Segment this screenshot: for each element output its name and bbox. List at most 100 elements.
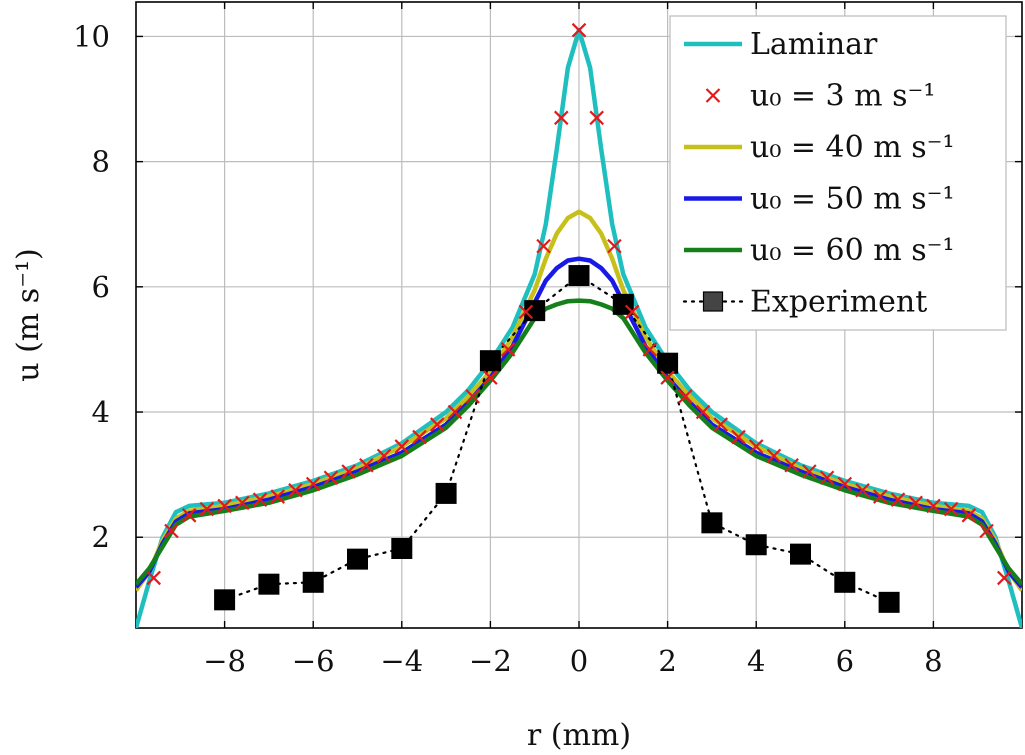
x-marker-stroke bbox=[908, 495, 923, 511]
x-marker-stroke bbox=[217, 498, 232, 514]
x-marker-stroke bbox=[678, 389, 693, 404]
x-marker-stroke bbox=[447, 404, 463, 420]
series-5 bbox=[214, 265, 900, 613]
legend-swatch bbox=[705, 88, 721, 103]
x-tick-label: 2 bbox=[658, 644, 676, 678]
data-point-x bbox=[235, 495, 250, 511]
x-tick-label: 6 bbox=[836, 644, 854, 678]
x-marker-stroke bbox=[660, 370, 675, 385]
legend-entry: u₀ = 60 m s⁻¹ bbox=[684, 233, 955, 268]
x-tick-label: 0 bbox=[570, 644, 588, 678]
y-tick-label: 10 bbox=[73, 19, 110, 53]
x-marker-stroke bbox=[979, 523, 994, 539]
data-point-x bbox=[288, 483, 303, 498]
axis-ticks: −8 −6 −4 −2 0 2 4 6 8 2 4 6 8 10 bbox=[73, 2, 1022, 678]
x-marker-stroke bbox=[872, 489, 888, 504]
x-marker-stroke bbox=[642, 342, 658, 357]
data-point-x bbox=[642, 342, 658, 357]
data-point-x bbox=[678, 389, 693, 404]
data-point-x bbox=[855, 483, 870, 498]
x-axis-label: r (mm) bbox=[527, 718, 631, 753]
data-point-x bbox=[819, 470, 835, 486]
data-point-x bbox=[713, 417, 729, 432]
series-line bbox=[136, 298, 1022, 586]
data-point-x bbox=[943, 501, 959, 517]
data-point-x bbox=[270, 489, 286, 504]
x-marker-stroke bbox=[376, 448, 392, 464]
x-marker-stroke bbox=[589, 110, 604, 126]
data-point-x bbox=[748, 439, 764, 454]
series-2 bbox=[136, 209, 1022, 592]
x-marker-stroke bbox=[359, 457, 374, 473]
data-point-x bbox=[217, 498, 232, 514]
data-point-x bbox=[252, 492, 268, 507]
legend-swatch bbox=[702, 291, 724, 312]
data-point-square bbox=[258, 573, 280, 595]
legend-label: u₀ = 3 m s⁻¹ bbox=[750, 79, 935, 114]
x-marker-stroke bbox=[181, 508, 197, 523]
y-tick-label: 6 bbox=[92, 270, 110, 304]
data-point-x bbox=[890, 492, 906, 507]
data-point-x bbox=[695, 404, 711, 420]
x-marker-stroke bbox=[199, 501, 215, 517]
series-3 bbox=[136, 256, 1022, 589]
data-point-x bbox=[447, 404, 463, 420]
data-point-x bbox=[554, 110, 569, 126]
data-point-x bbox=[536, 238, 551, 254]
series-1 bbox=[146, 22, 1012, 586]
x-tick-label: 8 bbox=[924, 644, 942, 678]
x-marker-stroke bbox=[518, 304, 534, 320]
legend-entry: u₀ = 40 m s⁻¹ bbox=[684, 130, 955, 165]
data-point-x bbox=[660, 370, 675, 385]
x-marker-stroke bbox=[465, 389, 480, 404]
x-marker-stroke bbox=[571, 22, 587, 38]
data-point-square bbox=[435, 482, 457, 504]
x-marker-stroke bbox=[270, 489, 286, 504]
y-tick-label: 2 bbox=[92, 520, 110, 554]
data-point-x bbox=[164, 523, 179, 539]
legend-label: Laminar bbox=[750, 27, 878, 62]
data-point-x bbox=[731, 429, 746, 445]
x-marker-stroke bbox=[926, 498, 941, 514]
data-point-square bbox=[878, 591, 900, 613]
legend: Laminar u₀ = 3 m s⁻¹ u₀ = 40 m s⁻¹ u₀ = 50 … bbox=[669, 15, 1007, 331]
x-marker-stroke bbox=[748, 439, 764, 454]
data-point-square bbox=[568, 265, 590, 287]
data-point-x bbox=[766, 448, 782, 464]
series-layer bbox=[136, 22, 1022, 628]
data-point-x bbox=[784, 457, 799, 473]
legend-entry: u₀ = 3 m s⁻¹ bbox=[705, 79, 935, 114]
data-point-x bbox=[199, 501, 215, 517]
data-point-x bbox=[465, 389, 480, 404]
x-marker-stroke bbox=[997, 570, 1012, 586]
legend-label: u₀ = 50 m s⁻¹ bbox=[750, 182, 955, 217]
x-marker-stroke bbox=[624, 304, 640, 320]
data-point-x bbox=[607, 238, 622, 254]
data-point-square bbox=[834, 571, 856, 593]
x-marker-stroke bbox=[695, 404, 711, 420]
data-point-x bbox=[571, 22, 587, 38]
data-point-square bbox=[790, 543, 811, 565]
data-point-x bbox=[589, 110, 604, 126]
y-tick-label: 4 bbox=[92, 395, 110, 429]
data-point-square bbox=[391, 537, 413, 559]
data-point-x bbox=[624, 304, 640, 320]
data-point-square bbox=[302, 571, 324, 593]
data-point-square bbox=[347, 548, 368, 570]
x-tick-label: −2 bbox=[469, 644, 512, 678]
data-point-x bbox=[997, 570, 1012, 586]
x-marker-stroke bbox=[429, 417, 445, 432]
x-marker-stroke bbox=[837, 476, 853, 492]
x-marker-stroke bbox=[536, 238, 551, 254]
data-point-x bbox=[305, 476, 321, 492]
data-point-x bbox=[376, 448, 392, 464]
x-marker-stroke bbox=[164, 523, 179, 539]
x-marker-stroke bbox=[235, 495, 250, 511]
series-4 bbox=[136, 298, 1022, 586]
legend-entry: u₀ = 50 m s⁻¹ bbox=[684, 182, 955, 217]
legend-box bbox=[669, 15, 1007, 331]
x-marker-stroke bbox=[288, 483, 303, 498]
data-point-square bbox=[479, 350, 501, 372]
x-marker-stroke bbox=[305, 476, 321, 492]
data-point-x bbox=[341, 464, 356, 479]
